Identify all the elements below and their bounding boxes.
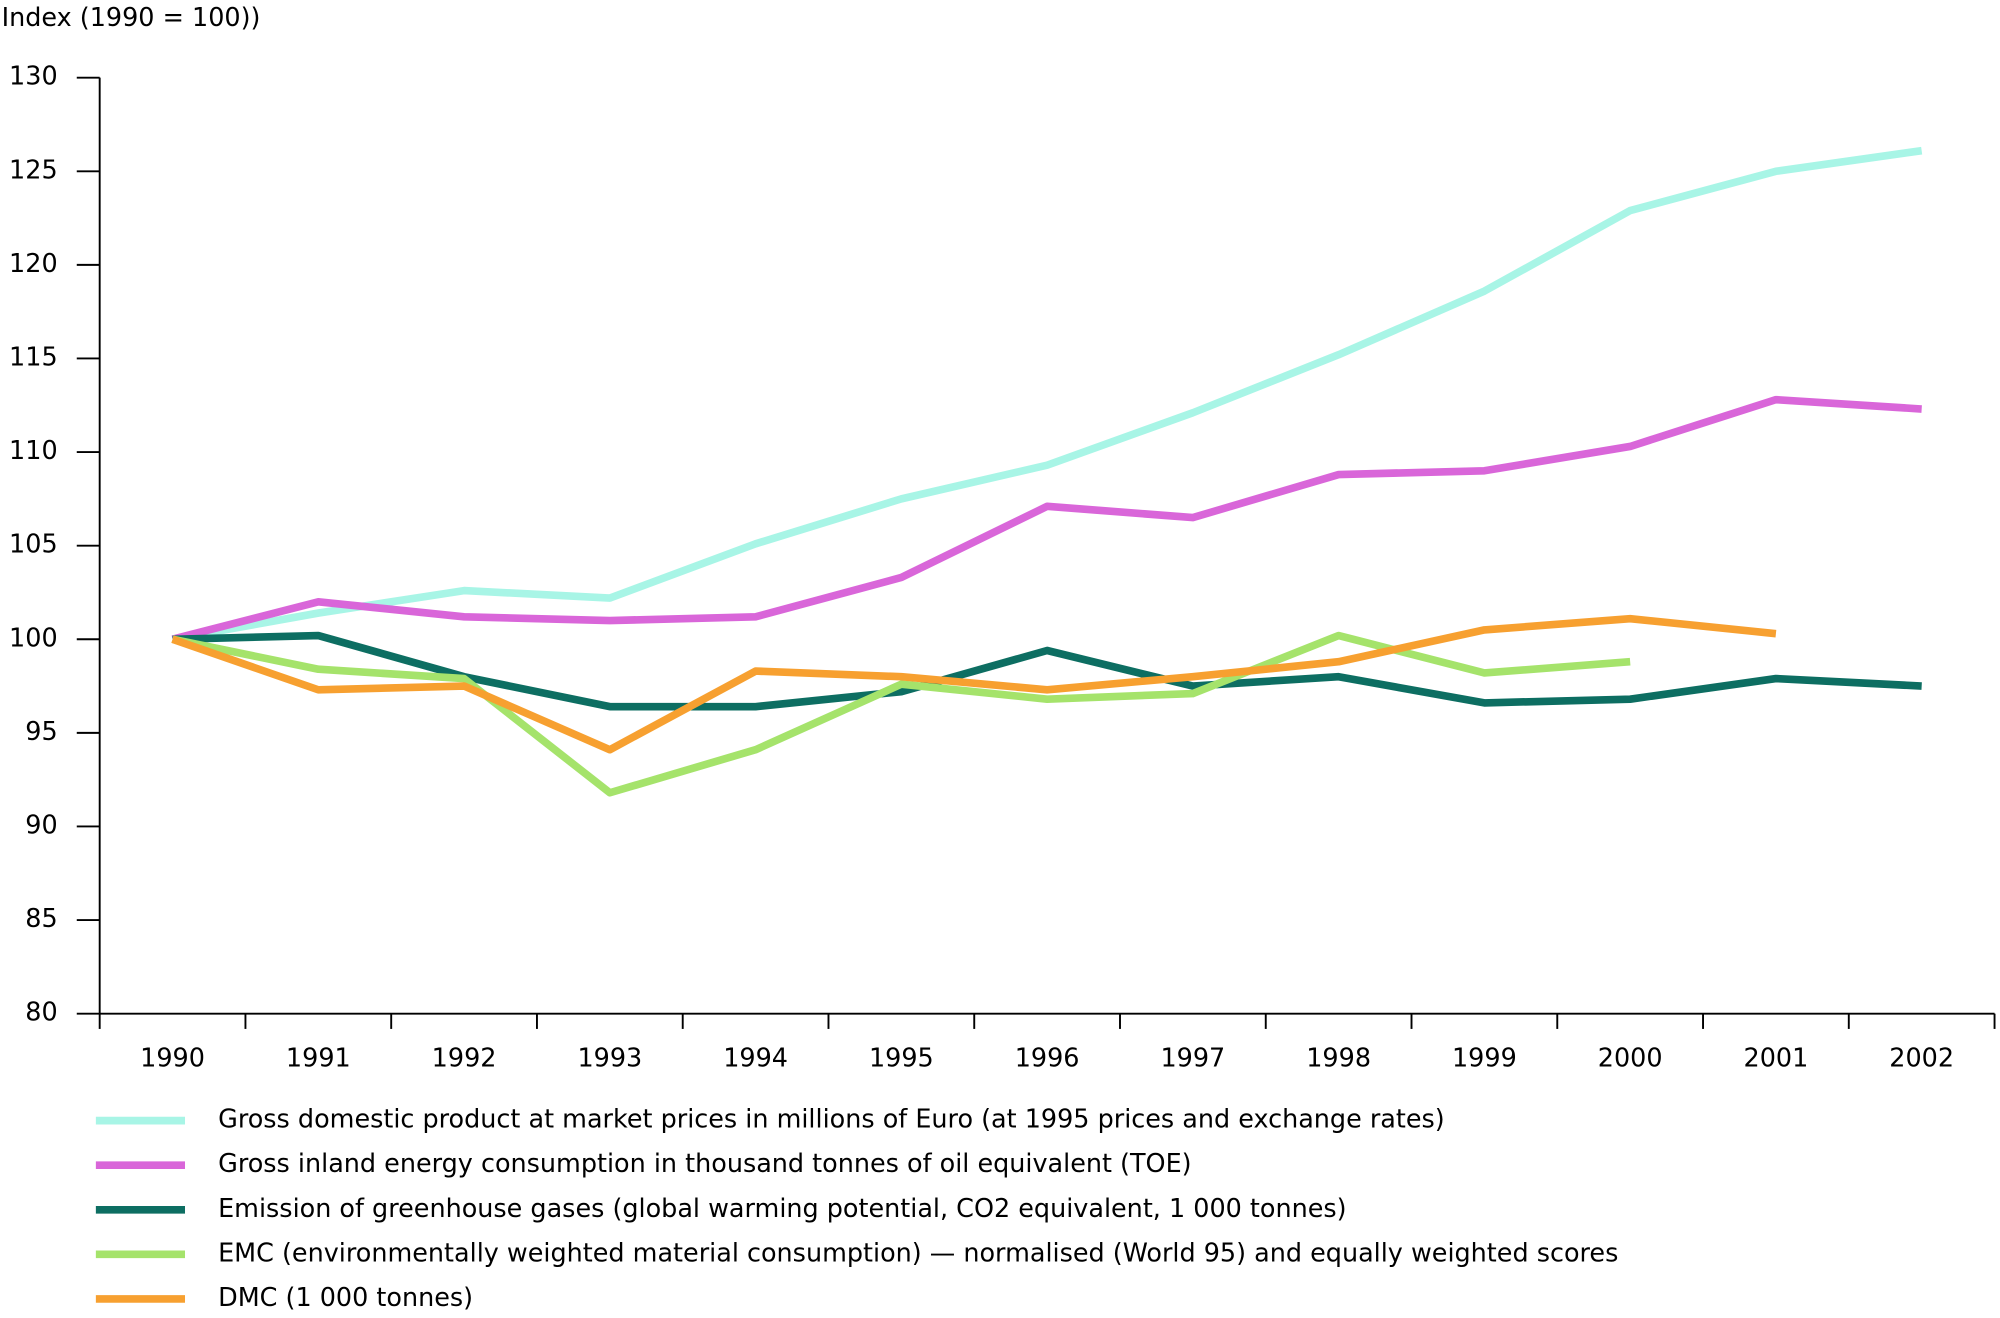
y-tick-label: 105 [9, 530, 58, 560]
y-tick-label: 120 [9, 249, 58, 279]
series-line [171, 395, 1922, 643]
y-tick-label: 110 [9, 436, 58, 466]
y-tick-label: 115 [9, 342, 58, 372]
x-tick-label: 1997 [1160, 1043, 1225, 1073]
legend-label: EMC (environmentally weighted material c… [218, 1238, 1618, 1268]
y-axis-label: Index (1990 = 100)) [2, 3, 261, 33]
x-tick-label: 1995 [869, 1043, 934, 1073]
y-tick-label: 95 [25, 717, 57, 747]
x-tick-label: 1990 [140, 1043, 205, 1073]
x-tick-label: 1992 [432, 1043, 497, 1073]
series-line [171, 614, 1777, 754]
y-tick-label: 80 [25, 998, 57, 1028]
x-tick-label: 1996 [1015, 1043, 1080, 1073]
legend-label: Gross inland energy consumption in thous… [218, 1149, 1191, 1179]
legend-label: DMC (1 000 tonnes) [218, 1283, 473, 1313]
y-tick-label: 130 [9, 62, 58, 92]
x-tick-label: 1993 [577, 1043, 642, 1073]
series-line [171, 146, 1923, 644]
x-tick-label: 2000 [1598, 1043, 1663, 1073]
y-tick-label: 125 [9, 155, 58, 185]
x-tick-label: 1999 [1452, 1043, 1517, 1073]
y-tick-label: 100 [9, 623, 58, 653]
legend-label: Emission of greenhouse gases (global war… [218, 1194, 1347, 1224]
x-tick-label: 2002 [1889, 1043, 1954, 1073]
x-tick-label: 1994 [723, 1043, 788, 1073]
x-tick-label: 1991 [286, 1043, 351, 1073]
x-tick-label: 1998 [1306, 1043, 1371, 1073]
legend-label: Gross domestic product at market prices … [218, 1105, 1445, 1135]
y-tick-label: 85 [25, 904, 57, 934]
y-tick-label: 90 [25, 810, 57, 840]
x-tick-label: 2001 [1744, 1043, 1809, 1073]
